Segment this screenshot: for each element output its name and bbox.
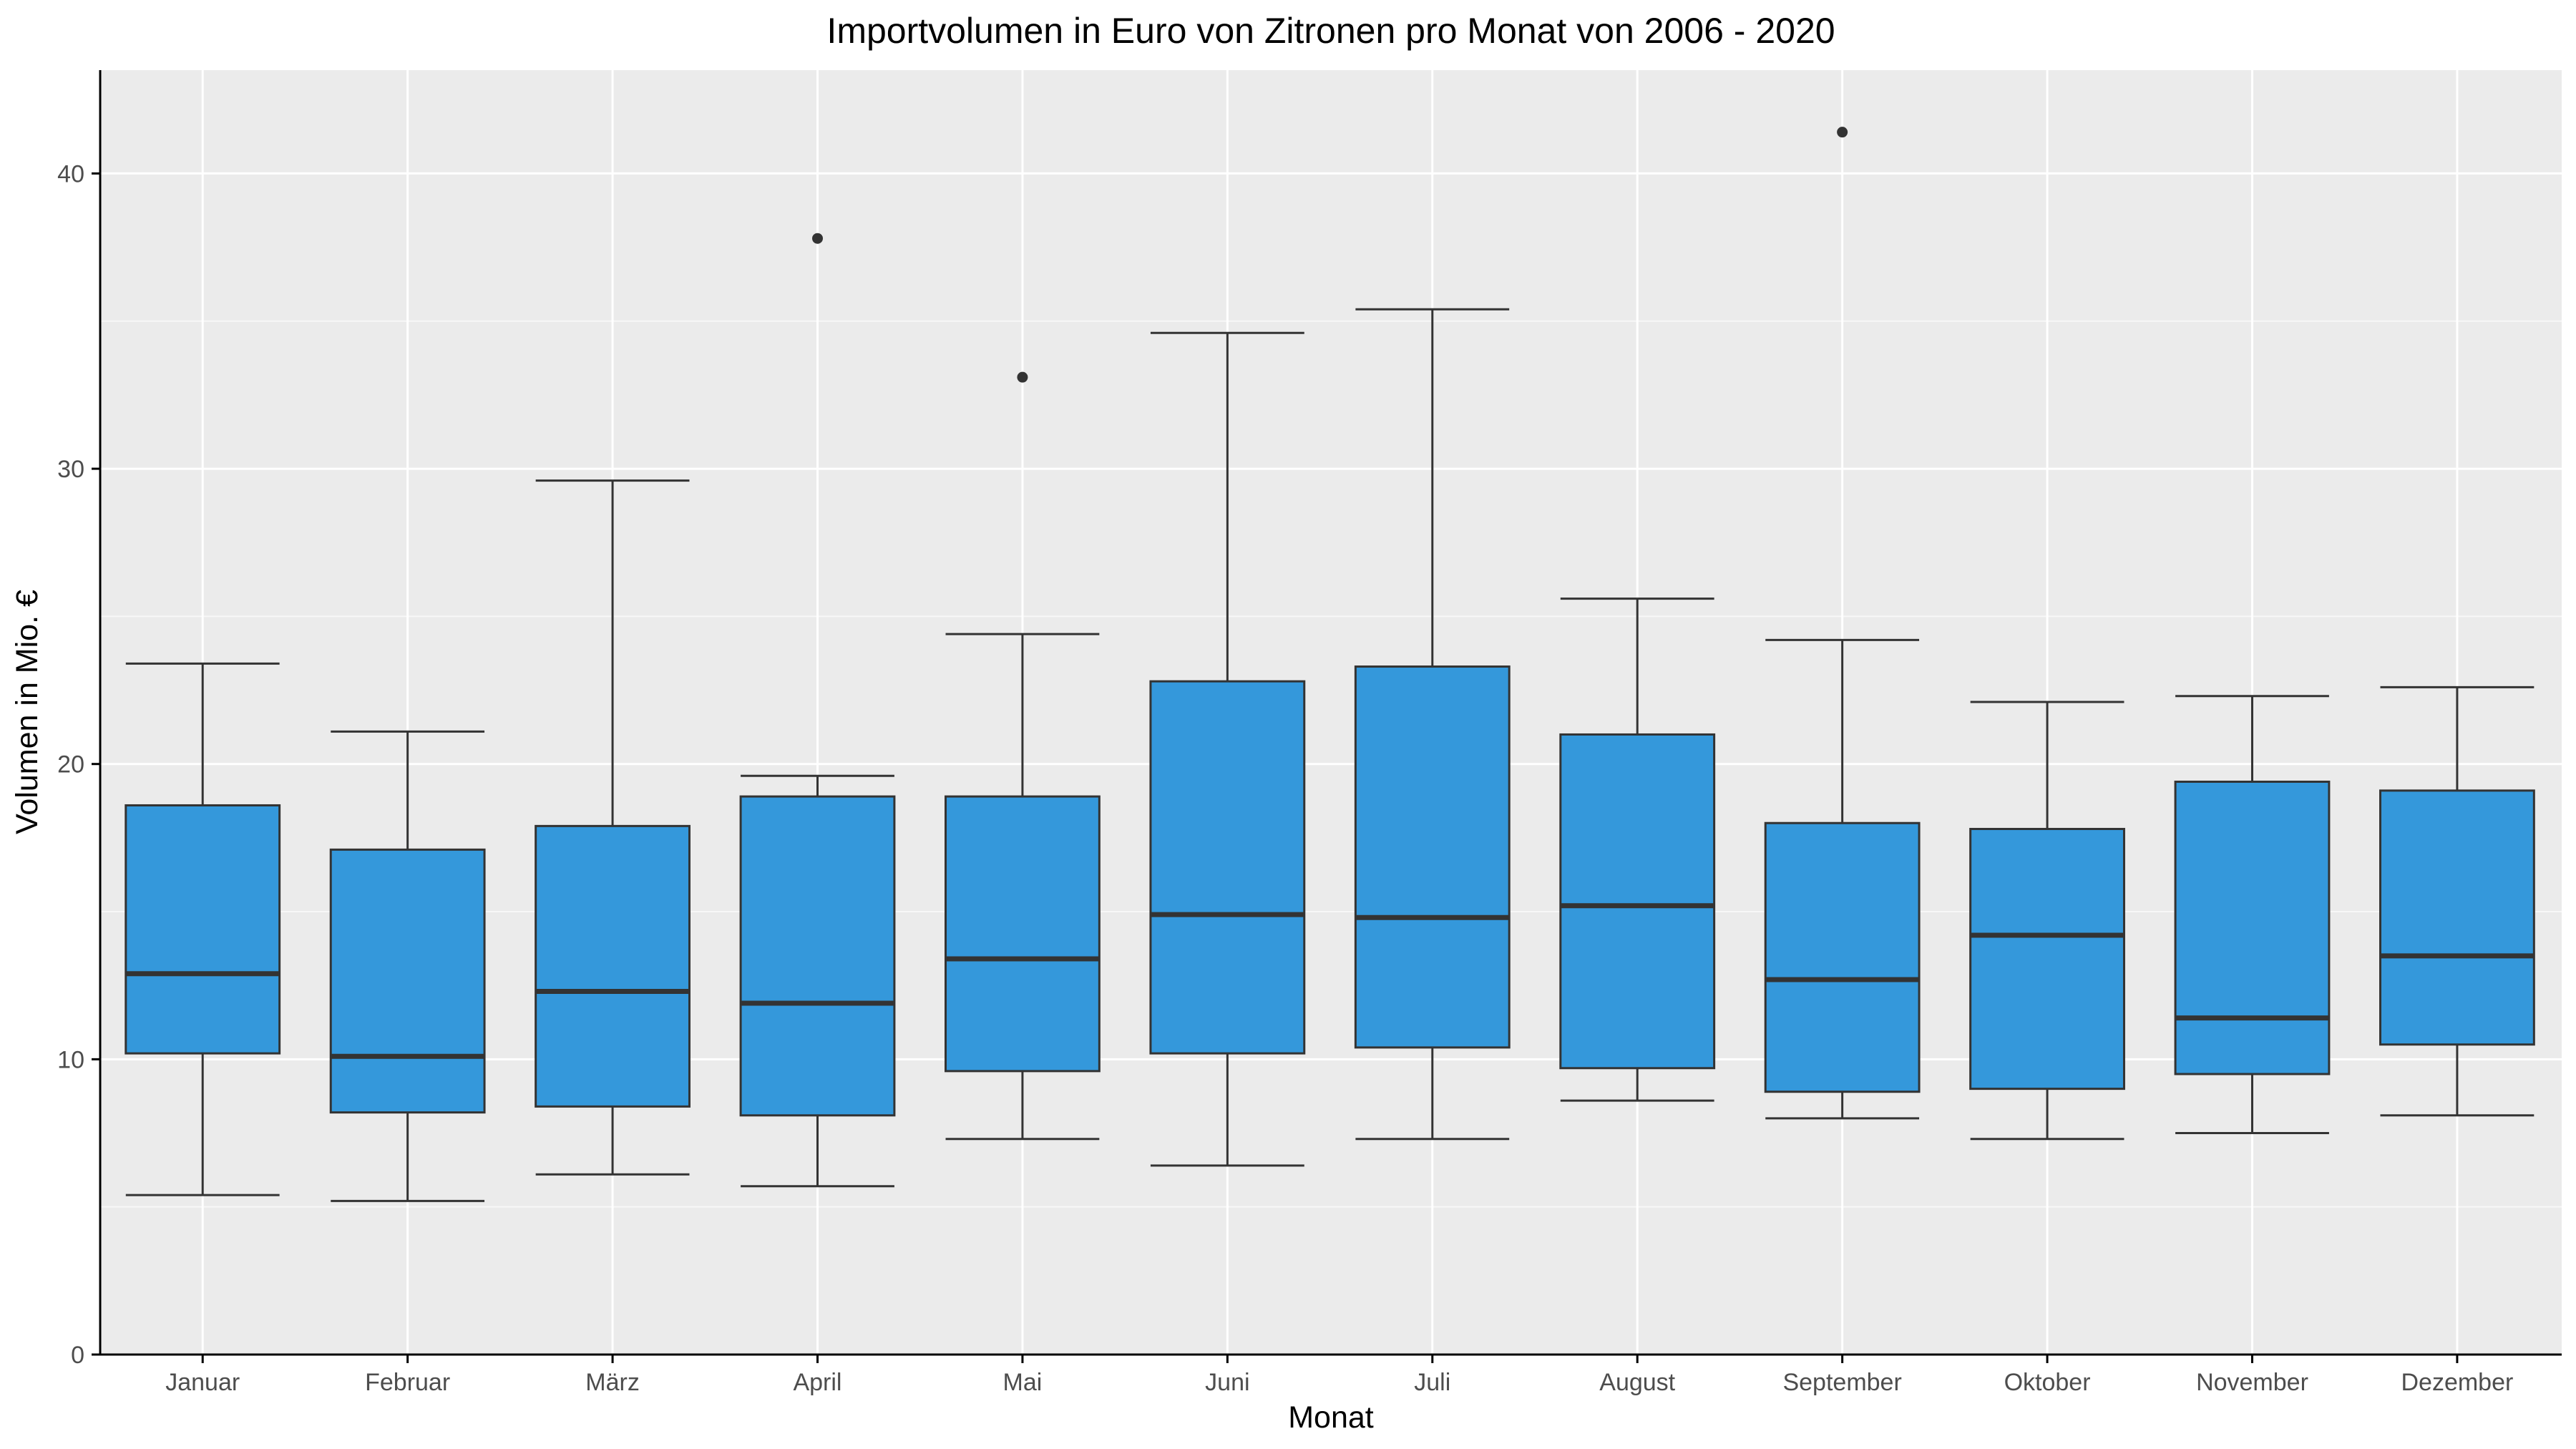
box-iqr [739, 795, 896, 1117]
x-tick-label: August [1599, 1369, 1675, 1396]
box-mai [945, 371, 1101, 1141]
axis-layer: 0 10 20 30 40 Januar Februar März April Mai Juni Ju… [57, 70, 2562, 1396]
box-iqr [125, 804, 281, 1055]
x-tick-label: März [585, 1369, 640, 1396]
box-oktober [1969, 701, 2125, 1141]
box-september [1764, 127, 1921, 1120]
box-april [739, 233, 896, 1188]
x-axis-title: Monat [1288, 1400, 1374, 1435]
outlier-point [1017, 371, 1028, 383]
box-iqr [945, 795, 1101, 1073]
box-iqr [1149, 680, 1306, 1055]
y-tick-label: 0 [71, 1342, 84, 1369]
box-august [1559, 597, 1716, 1102]
box-märz [535, 479, 691, 1176]
y-tick-label: 20 [57, 751, 84, 779]
box-dezember [2379, 686, 2535, 1117]
x-tick-label: Dezember [2401, 1369, 2513, 1396]
x-tick-label: Juli [1414, 1369, 1450, 1396]
box-iqr [1559, 733, 1716, 1070]
y-tick-label: 30 [57, 456, 84, 483]
box-iqr [535, 824, 691, 1108]
y-axis-title: Volumen in Mio. € [10, 590, 44, 834]
box-februar [329, 730, 486, 1202]
chart-title: Importvolumen in Euro von Zitronen pro M… [826, 11, 1835, 51]
x-tick-label: Juni [1205, 1369, 1249, 1396]
x-tick-label: Januar [165, 1369, 240, 1396]
x-tick-label: April [793, 1369, 841, 1396]
y-tick-label: 10 [57, 1046, 84, 1073]
box-januar [125, 662, 281, 1196]
box-layer [125, 127, 2535, 1202]
x-tick-label: Februar [365, 1369, 450, 1396]
x-tick-label: September [1782, 1369, 1901, 1396]
x-tick-label: November [2196, 1369, 2308, 1396]
y-tick-label: 40 [57, 160, 84, 187]
box-november [2174, 695, 2331, 1135]
plot-panel [100, 70, 2562, 1355]
outlier-point [1837, 127, 1848, 138]
box-juli [1354, 308, 1511, 1141]
outlier-point [811, 233, 823, 244]
x-tick-label: Oktober [2004, 1369, 2091, 1396]
box-iqr [1969, 827, 2125, 1091]
box-juni [1149, 331, 1306, 1167]
box-iqr [1354, 665, 1511, 1049]
x-tick-label: Mai [1003, 1369, 1043, 1396]
box-iqr [1764, 821, 1921, 1093]
box-iqr [2174, 780, 2331, 1075]
box-iqr [329, 848, 486, 1114]
box-iqr [2379, 789, 2535, 1046]
